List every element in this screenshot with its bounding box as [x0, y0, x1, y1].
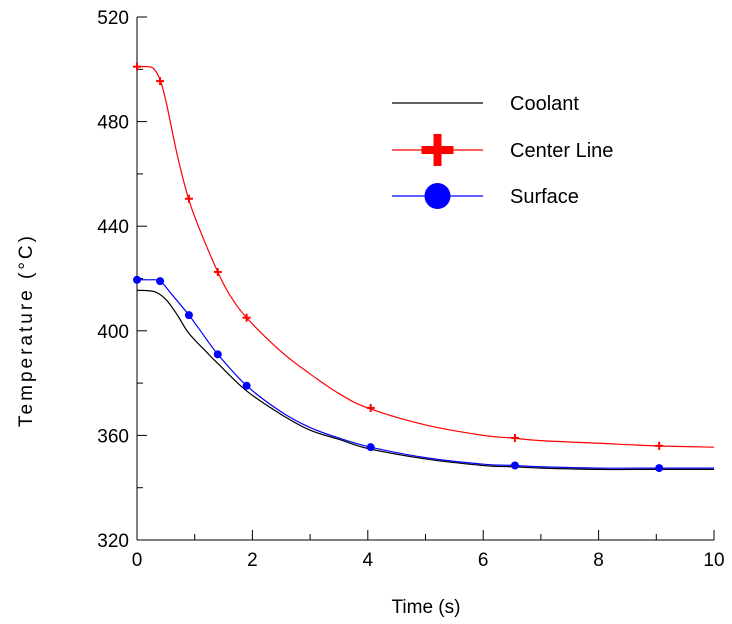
legend-coolant-label: Coolant	[510, 93, 579, 115]
tick-marks	[136, 16, 715, 541]
y-tick-label: 520	[97, 8, 129, 29]
surface-marker	[242, 381, 251, 390]
surface-marker	[366, 443, 375, 452]
center-line-marker	[184, 194, 193, 203]
x-tick-label: 8	[593, 550, 604, 571]
surface-marker	[655, 464, 664, 473]
legend: Coolant Center Line Surface	[392, 93, 613, 209]
series-markers	[133, 62, 664, 473]
center-line-marker	[655, 441, 664, 450]
y-tick-label: 440	[97, 217, 129, 238]
center-line-marker	[510, 434, 519, 443]
legend-center-line-marker-v	[433, 134, 442, 166]
center-line-marker	[156, 77, 165, 86]
x-tick-label: 10	[703, 550, 724, 571]
y-tick-label: 400	[97, 322, 129, 343]
legend-surface-label: Surface	[510, 186, 579, 208]
x-axis-title: Time (s)	[392, 597, 461, 618]
x-tick-label: 2	[247, 550, 258, 571]
center-line-marker	[366, 403, 375, 412]
coolant-line	[136, 289, 714, 471]
center-line-marker	[213, 267, 222, 276]
surface-marker	[133, 275, 141, 284]
series-lines	[136, 65, 715, 471]
y-tick-label: 360	[97, 426, 129, 447]
y-tick-label: 320	[97, 531, 129, 552]
tick-labels: 0 2 4 6 8 10 320 360 400 440 480 520	[97, 8, 724, 571]
surface-marker	[156, 277, 165, 286]
x-tick-label: 6	[478, 550, 489, 571]
surface-line	[136, 279, 714, 469]
center-line-line	[136, 65, 715, 448]
center-line-marker	[242, 313, 251, 322]
axes	[136, 17, 714, 541]
x-tick-label: 0	[132, 550, 143, 571]
center-line-marker	[133, 62, 141, 71]
surface-marker	[213, 350, 222, 359]
x-tick-label: 4	[363, 550, 374, 571]
y-tick-label: 480	[97, 113, 129, 134]
surface-marker	[184, 311, 193, 320]
surface-marker	[510, 461, 519, 470]
y-axis-title: Temperature (°C)	[16, 233, 37, 427]
legend-center-line-label: Center Line	[510, 140, 613, 162]
legend-surface-marker	[424, 183, 451, 209]
